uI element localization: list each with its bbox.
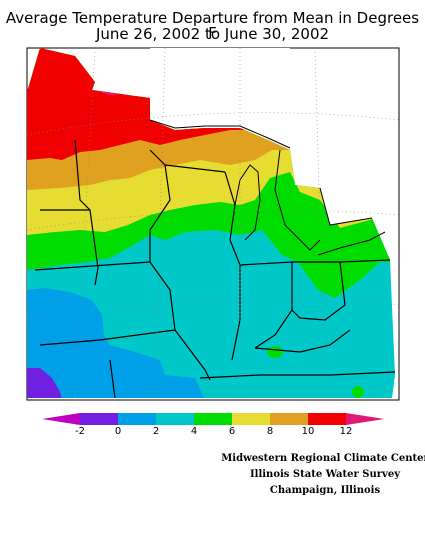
legend-swatch-minus2-0	[80, 413, 118, 425]
lake-huron	[320, 188, 372, 225]
credit-line: Illinois State Water Survey	[249, 469, 401, 480]
legend-swatch-6-8	[232, 413, 270, 425]
legend-label: 0	[114, 426, 122, 437]
legend	[42, 413, 384, 425]
credit-line: Midwestern Regional Climate Center	[221, 453, 425, 464]
legend-swatch-0-2	[118, 413, 156, 425]
contour-spot	[267, 346, 283, 358]
contour-minus2-0	[27, 368, 62, 398]
map-title: Average Temperature Departure from Mean …	[5, 9, 420, 42]
state-boundaries	[34, 139, 396, 399]
credit-line: Champaign, Illinois	[269, 485, 381, 496]
legend-label: 10	[301, 426, 315, 437]
legend-label: 2	[152, 426, 160, 437]
legend-label: 8	[266, 426, 274, 437]
legend-swatch-above-12	[346, 413, 384, 425]
legend-label: -2	[75, 426, 85, 437]
graticule	[26, 47, 400, 401]
legend-label: 12	[339, 426, 353, 437]
legend-swatch-2-4	[156, 413, 194, 425]
legend-swatch-8-10	[270, 413, 308, 425]
contour-spot	[352, 386, 364, 398]
legend-label: 6	[228, 426, 236, 437]
legend-swatch-below-minus2	[42, 413, 80, 425]
legend-swatch-10-12	[308, 413, 346, 425]
legend-swatch-4-6	[194, 413, 232, 425]
map-date-range: June 26, 2002 to June 30, 2002	[95, 25, 330, 43]
legend-label: 4	[190, 426, 198, 437]
contour-0-2	[27, 288, 205, 398]
lake-superior	[150, 48, 290, 148]
